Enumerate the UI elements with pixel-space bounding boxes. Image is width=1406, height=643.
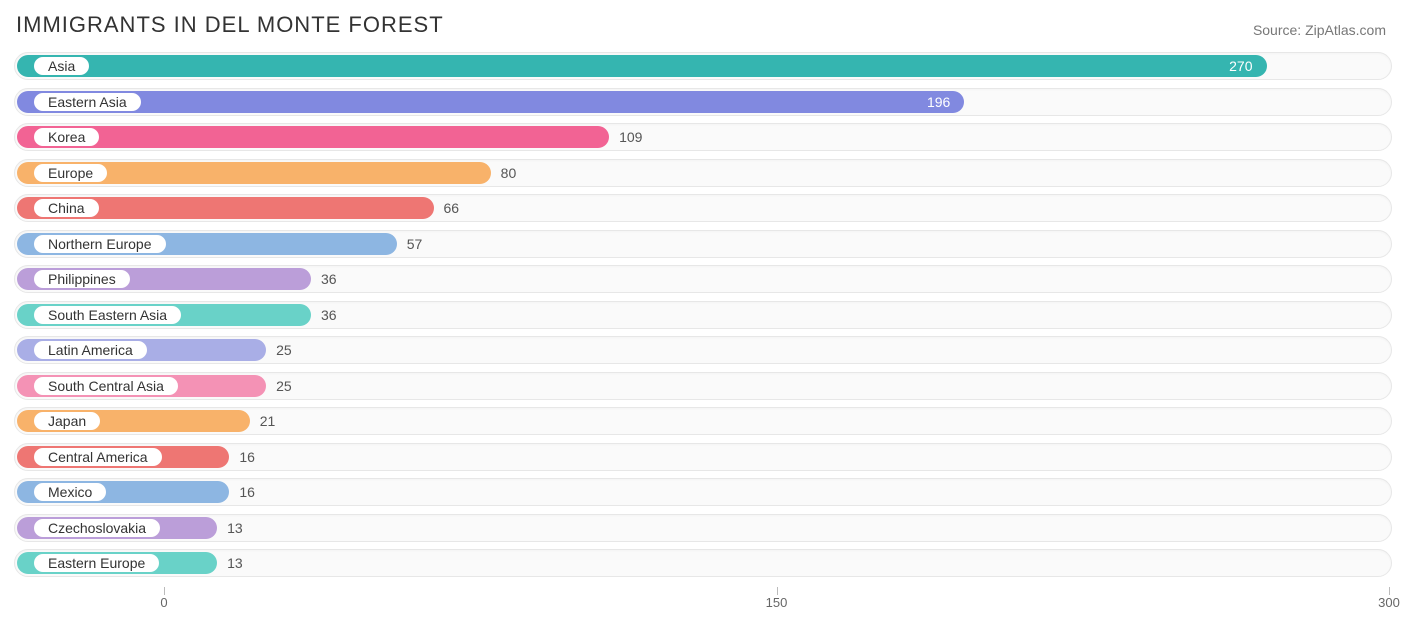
bar-category-pill: Europe bbox=[32, 162, 109, 184]
bar-category-pill: Mexico bbox=[32, 481, 108, 503]
bar-category-pill: Czechoslovakia bbox=[32, 517, 162, 539]
chart-source: Source: ZipAtlas.com bbox=[1253, 22, 1386, 38]
bar-category-pill: Central America bbox=[32, 446, 164, 468]
bar-value-outside: 16 bbox=[239, 443, 255, 471]
bar-category-label: Eastern Europe bbox=[48, 556, 145, 570]
bar-value-outside: 25 bbox=[276, 336, 292, 364]
bar-row: Mexico 16 bbox=[14, 478, 1392, 506]
bar-row: Latin America 25 bbox=[14, 336, 1392, 364]
bar-value-outside: 80 bbox=[501, 159, 517, 187]
chart-header: IMMIGRANTS IN DEL MONTE FOREST Source: Z… bbox=[0, 0, 1406, 46]
bar-row: Czechoslovakia 13 bbox=[14, 514, 1392, 542]
bar-category-label: China bbox=[48, 201, 85, 215]
bar-value-inside: 270 bbox=[1229, 52, 1252, 80]
bar-track bbox=[14, 549, 1392, 577]
bar-value-outside: 16 bbox=[239, 478, 255, 506]
bar-category-label: South Eastern Asia bbox=[48, 308, 167, 322]
bar-category-pill: Eastern Asia bbox=[32, 91, 143, 113]
axis-tick bbox=[777, 587, 778, 595]
bar-category-label: Europe bbox=[48, 166, 93, 180]
bar-category-label: Philippines bbox=[48, 272, 116, 286]
bar-category-label: Northern Europe bbox=[48, 237, 152, 251]
bar-row: Korea 109 bbox=[14, 123, 1392, 151]
bar-category-label: Central America bbox=[48, 450, 148, 464]
bar-row: Eastern Asia 196 bbox=[14, 88, 1392, 116]
bar-row: China 66 bbox=[14, 194, 1392, 222]
axis-tick-label: 300 bbox=[1378, 595, 1400, 610]
axis-tick-label: 150 bbox=[766, 595, 788, 610]
bar-value-outside: 36 bbox=[321, 265, 337, 293]
bar-category-pill: Latin America bbox=[32, 339, 149, 361]
bar-category-pill: South Central Asia bbox=[32, 375, 180, 397]
bar-category-pill: Asia bbox=[32, 55, 91, 77]
bar-row: Northern Europe 57 bbox=[14, 230, 1392, 258]
bar-value-outside: 57 bbox=[407, 230, 423, 258]
chart-plot-area: Asia 270 Eastern Asia 196 Korea 109 Europe 80 Ch… bbox=[0, 46, 1406, 577]
bar-category-label: Asia bbox=[48, 59, 75, 73]
bar-category-pill: China bbox=[32, 197, 101, 219]
bar-category-label: South Central Asia bbox=[48, 379, 164, 393]
bar-value-inside: 196 bbox=[927, 88, 950, 116]
x-axis: 0 150 300 bbox=[0, 585, 1406, 615]
bar-value-outside: 109 bbox=[619, 123, 642, 151]
bar-category-label: Eastern Asia bbox=[48, 95, 127, 109]
bar-category-label: Japan bbox=[48, 414, 86, 428]
bar-value-outside: 66 bbox=[444, 194, 460, 222]
bar-row: Europe 80 bbox=[14, 159, 1392, 187]
axis-tick bbox=[164, 587, 165, 595]
bar-value-outside: 21 bbox=[260, 407, 276, 435]
bar-category-pill: Northern Europe bbox=[32, 233, 168, 255]
bar-fill bbox=[17, 91, 964, 113]
bar-category-label: Mexico bbox=[48, 485, 92, 499]
bar-category-label: Korea bbox=[48, 130, 85, 144]
bar-row: Japan 21 bbox=[14, 407, 1392, 435]
bar-category-pill: Japan bbox=[32, 410, 102, 432]
bar-value-outside: 36 bbox=[321, 301, 337, 329]
bar-fill bbox=[17, 55, 1267, 77]
bar-fill bbox=[17, 126, 609, 148]
bar-value-outside: 25 bbox=[276, 372, 292, 400]
bar-category-label: Czechoslovakia bbox=[48, 521, 146, 535]
bar-category-label: Latin America bbox=[48, 343, 133, 357]
bar-row: Asia 270 bbox=[14, 52, 1392, 80]
chart-title: IMMIGRANTS IN DEL MONTE FOREST bbox=[16, 12, 444, 38]
bar-value-outside: 13 bbox=[227, 514, 243, 542]
bar-row: South Central Asia 25 bbox=[14, 372, 1392, 400]
bar-row: Philippines 36 bbox=[14, 265, 1392, 293]
bar-track bbox=[14, 514, 1392, 542]
axis-tick bbox=[1389, 587, 1390, 595]
bar-row: South Eastern Asia 36 bbox=[14, 301, 1392, 329]
bar-category-pill: Eastern Europe bbox=[32, 552, 161, 574]
bar-row: Central America 16 bbox=[14, 443, 1392, 471]
axis-tick-label: 0 bbox=[160, 595, 167, 610]
bar-category-pill: Korea bbox=[32, 126, 101, 148]
bar-row: Eastern Europe 13 bbox=[14, 549, 1392, 577]
bar-category-pill: South Eastern Asia bbox=[32, 304, 183, 326]
bar-value-outside: 13 bbox=[227, 549, 243, 577]
bar-category-pill: Philippines bbox=[32, 268, 132, 290]
